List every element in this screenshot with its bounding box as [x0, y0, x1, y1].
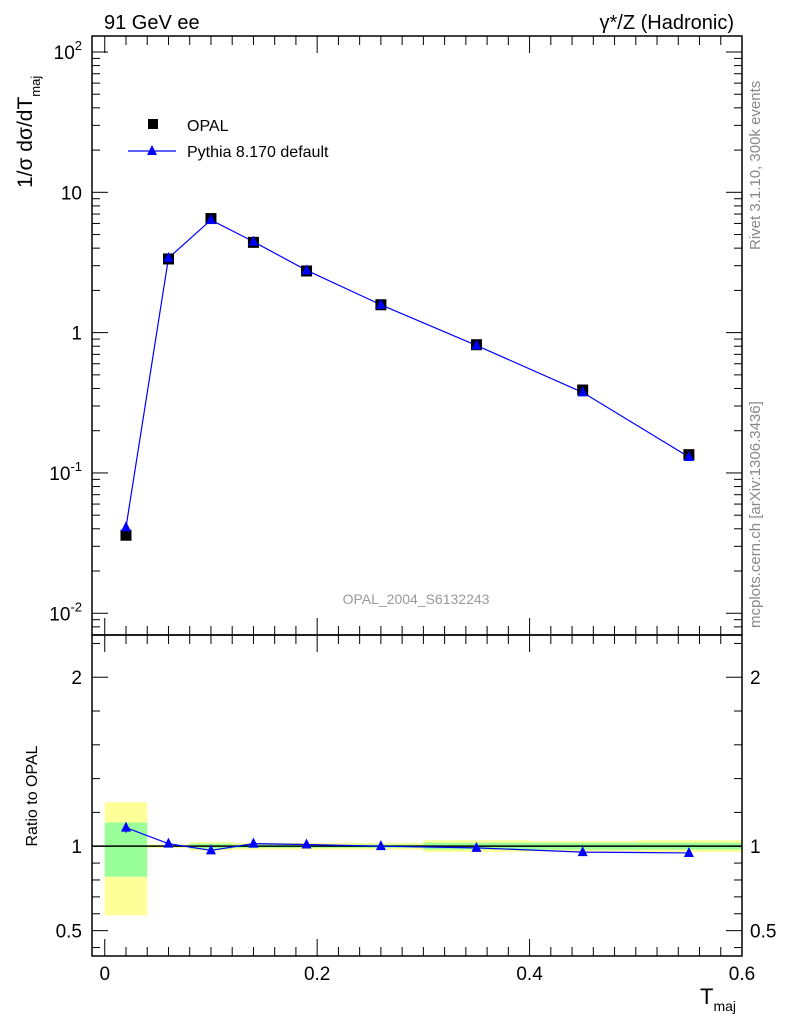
pythia-point [248, 235, 259, 246]
main-y-tick-label: 1 [71, 324, 82, 345]
pythia-point [375, 298, 386, 309]
ratio-x-tick-label: 0.2 [304, 964, 330, 985]
main-y-axis-title-sub: maj [28, 76, 43, 97]
main-y-axis-title-text: 1/σ dσ/dT [14, 97, 37, 188]
main-y-tick-label: 10-2 [49, 599, 82, 625]
ratio-y-tick-label-right: 1 [750, 837, 761, 858]
rivet-version-label: Rivet 3.1.10, 300k events [747, 81, 764, 250]
ratio-bands [104, 802, 742, 916]
main-y-tick-label: 102 [54, 38, 82, 64]
ratio-y-ticks: 0.5 0.5 1 1 2 2 [56, 642, 776, 949]
main-y-tick-label-exp: -1 [70, 459, 82, 474]
ratio-series [120, 821, 694, 857]
ratio-point [471, 841, 482, 852]
legend-pythia-marker [147, 145, 157, 155]
main-y-tick-label: 10 [61, 183, 82, 204]
ratio-x-axis-title-sub: maj [713, 998, 736, 1014]
main-y-tick-label-exp: 2 [75, 38, 82, 53]
pythia-line [125, 219, 690, 528]
pythia-point [163, 252, 174, 263]
ratio-y-tick-label: 2 [71, 668, 82, 689]
ratio-x-axis-title-text: T [700, 984, 713, 1009]
legend: OPAL Pythia 8.170 default [128, 118, 329, 161]
ratio-x-tick-label: 0.6 [729, 964, 755, 985]
ratio-y-axis-title: Ratio to OPAL [24, 745, 41, 846]
pythia-point [471, 339, 482, 350]
ratio-x-tick-label: 0.4 [516, 964, 543, 985]
legend-pythia-label: Pythia 8.170 default [187, 144, 329, 161]
main-y-tick-label-base: 10 [49, 464, 70, 485]
ratio-y-tick-label: 1 [71, 837, 82, 858]
main-y-tick-label-base: 10 [61, 183, 82, 204]
pythia-point [301, 264, 312, 275]
ratio-x-ticks: 0 0.2 0.4 0.6 [99, 635, 755, 985]
ratio-point [205, 844, 216, 855]
legend-opal-label: OPAL [187, 118, 229, 135]
ratio-point [301, 838, 312, 849]
main-y-tick-label-base: 10 [54, 43, 75, 64]
legend-opal-marker [148, 119, 158, 129]
ratio-x-axis-title: Tmaj [700, 984, 736, 1014]
header-right-label: γ*/Z (Hadronic) [600, 12, 734, 34]
ratio-point [163, 837, 174, 848]
ratio-point [120, 821, 131, 832]
main-x-ticks [104, 36, 743, 635]
pythia-point [120, 521, 131, 532]
opal-point [120, 529, 132, 541]
main-y-tick-label-base: 1 [71, 324, 82, 345]
ratio-panel-frame [91, 634, 743, 957]
ratio-point [375, 840, 386, 851]
ratio-y-tick-label-right: 0.5 [750, 922, 776, 943]
main-y-tick-label-base: 10 [49, 604, 70, 625]
ratio-point [577, 846, 588, 857]
main-y-tick-label-exp: -2 [70, 599, 82, 614]
pythia-point [577, 386, 588, 397]
ratio-point [248, 837, 259, 848]
pythia-point [683, 450, 694, 461]
ratio-panel: 0.5 0.5 1 1 2 2 0 0.2 0.4 0.6 Ratio to OPAL Tmaj [24, 634, 776, 1014]
analysis-watermark: OPAL_2004_S6132243 [343, 591, 490, 607]
ratio-y-tick-label-right: 2 [750, 668, 761, 689]
ratio-x-tick-label: 0 [99, 964, 110, 985]
main-y-tick-label: 10-1 [49, 459, 82, 485]
mcplots-reference-label: mcplots.cern.ch [arXiv:1306.3436] [747, 401, 764, 628]
main-series [120, 213, 695, 541]
pythia-point [205, 213, 216, 224]
ratio-y-tick-label: 0.5 [56, 922, 82, 943]
ratio-point [683, 846, 694, 857]
header-left-label: 91 GeV ee [104, 12, 200, 34]
main-y-axis-title: 1/σ dσ/dTmaj [14, 76, 43, 188]
